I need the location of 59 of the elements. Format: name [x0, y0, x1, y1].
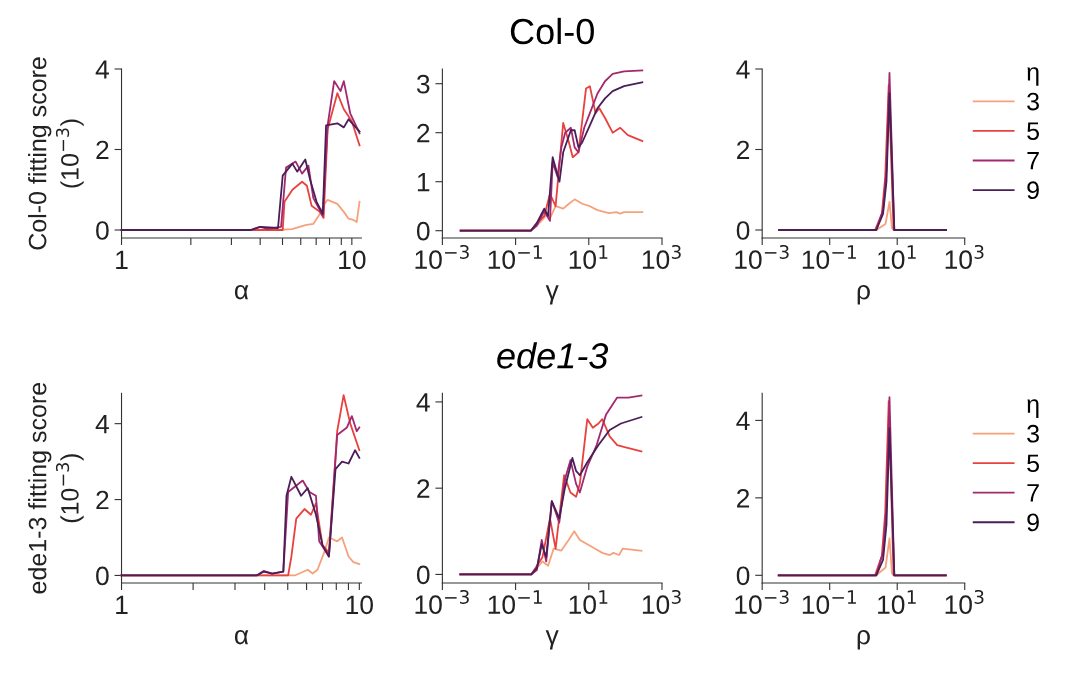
- x-tick-label: 10$^{3}$: [642, 244, 681, 270]
- legend-label: 3: [1027, 424, 1039, 443]
- legend-label: 5: [1027, 122, 1040, 140]
- y-axis-title: ede1-3 fitting score (10$^{−3}$): [28, 382, 84, 594]
- legend-label: 7: [1027, 152, 1039, 170]
- y-tick-label: 3: [416, 74, 430, 94]
- x-tick-label: 10$^{3}$: [945, 589, 984, 615]
- x-tick-label: 10$^{−1}$: [802, 245, 856, 270]
- y-tick-label: 0: [416, 565, 430, 585]
- y-tick-label: 1: [417, 173, 430, 192]
- x-tick-label: 10$^{−1}$: [802, 590, 856, 615]
- legend-label: 9: [1027, 181, 1039, 200]
- x-tick-label: 10: [339, 250, 366, 270]
- y-tick-label: 4: [416, 393, 430, 412]
- x-tick-label: 10$^{1}$: [569, 590, 608, 615]
- x-axis-title: γ: [545, 285, 559, 305]
- y-tick-label: 2: [737, 140, 750, 160]
- legend-label: 7: [1027, 484, 1039, 502]
- legend-title: η: [1027, 399, 1039, 418]
- y-tick-label: 4: [95, 415, 109, 434]
- y-tick-label: 2: [417, 479, 430, 498]
- x-tick-label: 10$^{−1}$: [488, 245, 542, 270]
- legend-label: 9: [1027, 513, 1039, 532]
- x-tick-label: 10$^{3}$: [945, 244, 984, 270]
- y-tick-label: 0: [736, 566, 750, 586]
- y-axis-title: Col-0 fitting score (10$^{−3}$): [28, 57, 84, 250]
- legend-title: η: [1027, 67, 1039, 86]
- y-tick-label: 0: [96, 221, 109, 240]
- x-axis-title: γ: [545, 630, 559, 650]
- x-tick-label: 10$^{1}$: [878, 590, 916, 615]
- x-tick-label: 10$^{−3}$: [735, 244, 789, 270]
- x-tick-label: 10$^{−3}$: [735, 589, 789, 615]
- x-tick-label: 10: [346, 595, 373, 615]
- y-tick-label: 2: [737, 488, 750, 508]
- chart-title: Col-0: [510, 17, 594, 45]
- y-tick-label: 2: [96, 490, 109, 510]
- y-tick-label: 4: [736, 60, 750, 79]
- x-tick-label: 10$^{1}$: [569, 245, 608, 270]
- y-tick-label: 4: [736, 411, 750, 430]
- x-axis-title: α: [234, 284, 249, 300]
- x-tick-label: 10$^{−1}$: [488, 590, 542, 615]
- x-tick-label: 1: [116, 250, 128, 269]
- x-tick-label: 10$^{−3}$: [415, 589, 469, 615]
- y-tick-label: 0: [736, 221, 750, 240]
- x-axis-title: ρ: [857, 629, 870, 650]
- x-tick-label: 10$^{−3}$: [415, 244, 469, 270]
- x-tick-label: 10$^{1}$: [878, 245, 916, 270]
- chart-title: ede1-3: [497, 342, 609, 369]
- legend-label: 5: [1027, 454, 1040, 473]
- y-tick-label: 0: [416, 221, 430, 241]
- y-tick-label: 2: [96, 140, 109, 160]
- y-tick-label: 0: [96, 566, 109, 586]
- x-tick-label: 1: [116, 595, 128, 614]
- x-axis-title: α: [234, 629, 249, 645]
- x-tick-label: 10$^{3}$: [642, 589, 681, 615]
- y-tick-label: 2: [417, 123, 430, 143]
- x-axis-title: ρ: [857, 284, 870, 305]
- legend-label: 3: [1027, 92, 1039, 111]
- y-tick-label: 4: [95, 60, 109, 79]
